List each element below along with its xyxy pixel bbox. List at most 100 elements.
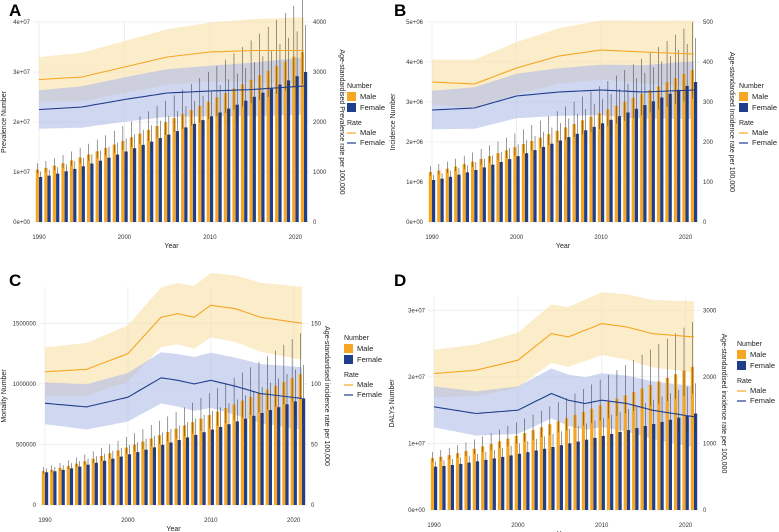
chart-panel-d: 0e+00 1e+07 2e+07 3e+07 0 1000 2000 3000 1990 200…: [389, 271, 775, 532]
female-number-bar: [107, 157, 111, 222]
y-right-axis-title: Age-standardised Prevalence rate per 100…: [338, 49, 345, 194]
male-number-bar: [87, 154, 91, 222]
female-number-bar: [169, 442, 173, 505]
legend-female-swatch: [737, 361, 746, 370]
female-number-bar: [69, 468, 74, 505]
female-number-bar: [694, 82, 698, 222]
female-number-bar: [559, 445, 563, 510]
legend-female-label: Female: [360, 103, 385, 112]
male-number-bar: [456, 453, 460, 510]
female-number-bar: [651, 101, 655, 222]
female-number-bar: [492, 458, 496, 510]
y-right-tick-label: 1000: [703, 441, 717, 447]
female-number-bar: [575, 133, 579, 222]
female-number-bar: [81, 166, 85, 222]
male-number-bar: [530, 140, 534, 222]
male-number-bar: [682, 370, 686, 510]
female-number-bar: [47, 175, 51, 222]
male-number-bar: [83, 461, 87, 505]
male-number-bar: [35, 169, 39, 222]
female-number-bar: [252, 415, 256, 505]
male-rate-line: [433, 323, 695, 375]
male-number-bar: [266, 70, 270, 222]
female-number-bar: [244, 418, 248, 505]
female-number-bar: [61, 469, 65, 505]
male-number-bar: [572, 123, 576, 222]
male-number-bar: [598, 405, 602, 510]
female-number-bar: [459, 463, 463, 510]
male-number-bar: [454, 166, 458, 222]
female-number-bar: [543, 448, 547, 510]
male-number-bar: [155, 126, 159, 222]
legend-rate-title: Rate: [737, 378, 752, 385]
female-number-bar: [98, 160, 102, 222]
male-number-bar: [206, 101, 210, 222]
female-number-bar: [567, 137, 571, 222]
female-number-bar: [194, 434, 198, 505]
female-number-bar: [593, 437, 597, 510]
female-number-bar: [617, 116, 622, 222]
male-number-bar: [50, 469, 54, 505]
male-number-bar: [648, 90, 652, 222]
legend-number-title: Number: [347, 83, 373, 90]
y-left-tick-label: 1e+07: [13, 170, 31, 176]
female-number-bar: [541, 146, 546, 222]
female-number-bar: [141, 144, 145, 222]
female-number-bar: [677, 89, 681, 222]
y-right-tick-label: 0: [311, 503, 315, 509]
male-number-bar: [141, 441, 145, 505]
female-number-bar: [111, 458, 115, 505]
x-tick-label: 2020: [287, 518, 301, 524]
female-number-bar: [501, 456, 505, 510]
female-number-bar: [115, 154, 120, 222]
male-number-bar: [506, 438, 510, 510]
y-left-tick-label: 1e+06: [406, 180, 424, 186]
female-number-bar: [90, 163, 94, 222]
male-number-bar: [207, 415, 211, 505]
female-number-bar: [185, 437, 190, 505]
panel-letter: C: [9, 271, 21, 290]
female-number-bar: [474, 170, 478, 222]
y-left-tick-label: 3e+06: [406, 100, 424, 106]
female-number-bar: [269, 88, 273, 222]
male-number-bar: [479, 158, 483, 222]
female-number-bar: [285, 404, 289, 505]
male-number-bar: [597, 113, 601, 222]
y-left-axis-title: DALYs Number: [389, 379, 396, 428]
female-number-bar: [227, 108, 231, 222]
y-left-tick-label: 500000: [16, 442, 37, 448]
male-number-bar: [657, 86, 661, 222]
male-number-bar: [172, 118, 176, 222]
male-number-bar: [232, 88, 236, 222]
male-number-bar: [257, 393, 261, 505]
y-left-tick-label: 1e+07: [408, 441, 426, 447]
female-number-bar: [86, 464, 90, 505]
legend-number-title: Number: [344, 335, 370, 342]
male-number-bar: [428, 172, 432, 222]
panel-letter: A: [9, 1, 21, 20]
male-number-bar: [191, 422, 195, 505]
legend-male-rate-label: Male: [750, 386, 766, 395]
male-number-bar: [232, 404, 236, 505]
male-number-bar: [124, 447, 128, 505]
y-right-tick-label: 500: [703, 20, 714, 26]
female-number-bar: [136, 452, 140, 505]
female-number-bar: [635, 428, 639, 510]
female-number-bar: [551, 447, 555, 510]
female-number-bar: [694, 413, 698, 510]
male-number-bar: [682, 74, 686, 222]
y-left-tick-label: 2e+06: [406, 140, 424, 146]
male-number-bar: [580, 120, 585, 222]
female-number-bar: [202, 432, 206, 505]
male-number-bar: [665, 377, 669, 510]
male-number-bar: [41, 471, 45, 505]
male-number-bar: [91, 458, 95, 505]
male-number-bar: [283, 61, 287, 223]
male-number-bar: [182, 425, 186, 505]
male-number-bar: [606, 402, 611, 510]
female-number-bar: [94, 462, 98, 505]
y-right-tick-label: 200: [703, 140, 714, 146]
female-number-bar: [175, 131, 179, 222]
x-tick-label: 2020: [679, 523, 693, 529]
male-number-bar: [447, 455, 451, 510]
